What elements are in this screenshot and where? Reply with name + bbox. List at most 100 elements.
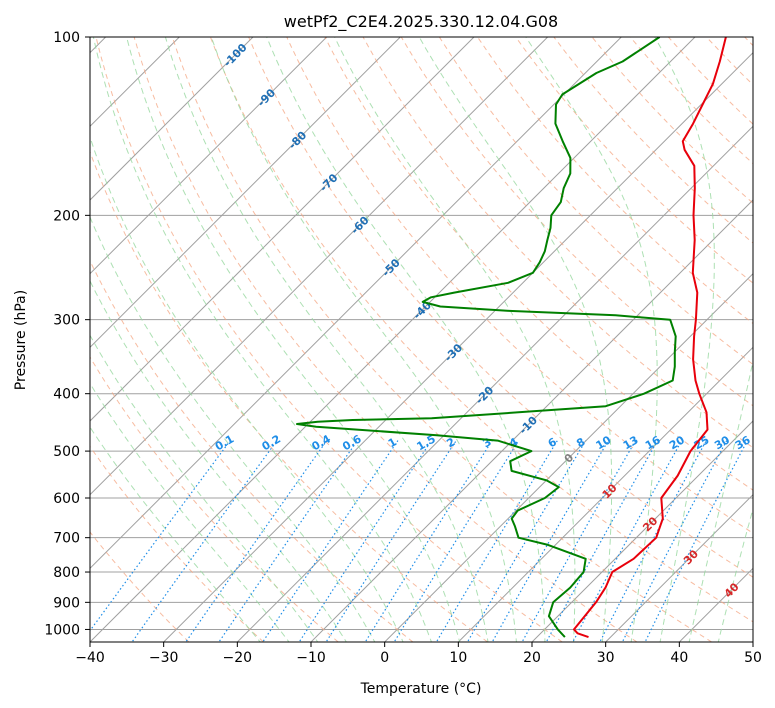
y-tick-label: 300 [53, 313, 80, 329]
dry-adiabat-line [438, 37, 753, 366]
mixing-ratio-label: 0.4 [310, 432, 334, 453]
dry-adiabat-line [90, 531, 190, 642]
x-tick-label: −30 [149, 650, 179, 666]
mixing-ratio-line [572, 440, 683, 642]
mixing-ratio-label: 20 [667, 433, 687, 452]
isotherm-line [90, 37, 696, 642]
plot-frame [89, 36, 754, 643]
mixing-ratio-line [131, 440, 278, 642]
mixing-ratio-label: 3 [480, 435, 493, 450]
sounding-profiles [296, 37, 727, 639]
x-tick-label: −20 [223, 650, 253, 666]
dry-adiabat-line [591, 37, 753, 204]
isotherm-line [0, 10, 59, 654]
x-tick-label: 50 [744, 650, 762, 666]
mixing-ratio-line [185, 440, 328, 642]
dry-adiabat-line [476, 37, 753, 325]
moist-adiabat-line [90, 426, 261, 642]
x-tick-label: 30 [597, 650, 615, 666]
moist-adiabat-line [210, 37, 518, 642]
y-tick-label: 600 [53, 491, 80, 507]
moist-adiabat-line [90, 279, 347, 642]
x-tick-label: 20 [523, 650, 541, 666]
mixing-ratio-label: 0.2 [260, 432, 283, 453]
dry-adiabat-line [209, 37, 753, 623]
dry-adiabat-line [90, 150, 488, 642]
y-tick-label: 1000 [44, 622, 80, 638]
isotherm-line [90, 37, 328, 275]
y-tick-label: 100 [53, 30, 80, 46]
isotherm-line [90, 37, 549, 496]
y-tick-label: 800 [53, 565, 80, 581]
y-tick-label: 900 [53, 595, 80, 611]
moist-adiabat-line [717, 506, 753, 642]
moist-adiabat-line [92, 37, 432, 642]
mixing-ratio-line [545, 440, 659, 642]
isotherm-label: -80 [286, 128, 309, 151]
x-axis-ticks: −40 −30 −20 −10 0 10 20 30 40 50 [75, 642, 762, 666]
moist-adiabat-line [126, 37, 461, 642]
isotherm-line [90, 37, 402, 349]
mixing-ratio-label: 0.1 [213, 432, 236, 453]
mixing-ratio-line [521, 440, 637, 642]
mixing-ratio-line [491, 440, 609, 642]
y-tick-label: 700 [53, 531, 80, 547]
y-tick-label: 400 [53, 387, 80, 403]
moist-adiabat-line [654, 37, 715, 642]
isotherm-line [531, 420, 753, 642]
moist-adiabat-line [418, 37, 613, 642]
y-axis-label: Pressure (hPa) [13, 290, 29, 390]
isotherm-line [310, 199, 753, 642]
dry-adiabat-line [667, 37, 753, 125]
moist-adiabat-line [90, 215, 376, 642]
mixing-ratio-label: 6 [546, 435, 559, 450]
plot-area: -100-90-80-70-60-50-40-30-20-10010203040… [0, 10, 753, 654]
dry-adiabat-line [248, 37, 753, 578]
mixing-ratio-label: 0.6 [340, 432, 364, 453]
mixing-ratio-line [599, 440, 707, 642]
dry-adiabat-line [629, 37, 753, 165]
isotherm-line [90, 37, 254, 201]
mixing-ratio-label: 4 [507, 435, 520, 450]
dry-adiabat-line [90, 356, 339, 642]
moist-adiabat-lines [90, 37, 753, 642]
mixing-ratio-line [435, 440, 558, 642]
moist-adiabat-line [525, 37, 658, 642]
mixing-ratio-label: 13 [621, 433, 641, 452]
y-axis-ticks: 100 200 300 400 500 600 700 800 900 1000 [44, 30, 90, 638]
mixing-ratio-line [393, 440, 520, 642]
mixing-ratio-labels: 0.1 0.2 0.4 0.6 1 1.5 2 3 4 6 8 10 13 16 20 25 30 36 [213, 432, 753, 453]
x-tick-label: 0 [380, 650, 389, 666]
x-tick-label: 10 [449, 650, 467, 666]
isotherm-line [90, 37, 181, 128]
isobar-lines [90, 37, 753, 630]
isotherm-line [752, 641, 753, 642]
dry-adiabat-line [743, 37, 753, 47]
moist-adiabat-line [90, 135, 404, 642]
isotherm-lines [0, 10, 753, 654]
isotherm-line [90, 37, 475, 422]
isotherm-line [383, 272, 753, 642]
isotherm-line [236, 125, 753, 642]
y-tick-label: 200 [53, 208, 80, 224]
dry-adiabat-line [400, 37, 753, 407]
y-tick-label: 500 [53, 444, 80, 460]
temperature-line [573, 37, 727, 639]
dry-adiabat-line [171, 37, 712, 642]
isotherm-label: -100 [221, 41, 250, 70]
moist-adiabat-line [164, 37, 489, 642]
dry-adiabat-line [324, 37, 753, 491]
dry-adiabat-line [95, 37, 563, 642]
moist-adiabat-line [688, 358, 753, 642]
dry-adiabat-line [286, 37, 753, 534]
dry-adiabat-line [553, 37, 753, 244]
x-tick-label: −40 [75, 650, 105, 666]
isotherm-line [90, 37, 623, 570]
moist-adiabat-line [90, 334, 319, 642]
isotherm-line [162, 51, 753, 642]
mixing-ratio-label: 1 [386, 435, 399, 450]
moist-adiabat-line [266, 37, 546, 642]
chart-title: wetPf2_C2E4.2025.330.12.04.G08 [284, 12, 558, 32]
